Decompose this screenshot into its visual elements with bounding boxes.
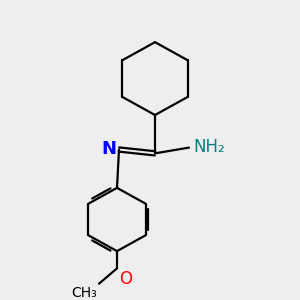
Text: CH₃: CH₃ (71, 286, 97, 300)
Text: N: N (101, 140, 116, 158)
Text: O: O (119, 270, 132, 288)
Text: NH₂: NH₂ (193, 138, 225, 156)
